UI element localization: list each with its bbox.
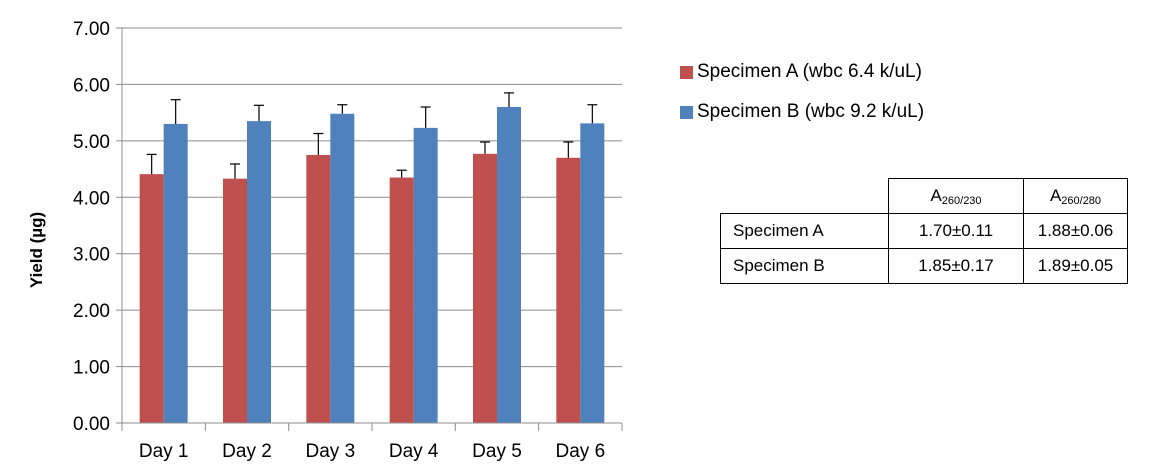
table-header-row: A260/230 A260/280 [720, 178, 1128, 214]
legend-label-a: Specimen A (wbc 6.4 k/uL) [697, 61, 922, 82]
legend-swatch-b [680, 105, 693, 119]
y-tick-label: 1.00 [73, 358, 110, 379]
bar-specimen-b [413, 127, 438, 423]
table-row: Specimen B 1.85±0.17 1.89±0.05 [720, 248, 1128, 284]
bar-specimen-b [580, 123, 605, 423]
cell-a260-280: 1.89±0.05 [1023, 248, 1128, 284]
y-tick-label: 2.00 [73, 301, 110, 322]
bar-specimen-a [556, 157, 581, 424]
y-tick-label: 3.00 [73, 245, 110, 266]
legend: Specimen A (wbc 6.4 k/uL) Specimen B (wb… [680, 52, 924, 132]
legend-label-b: Specimen B (wbc 9.2 k/uL) [697, 101, 925, 122]
bar-specimen-b [247, 121, 271, 423]
bar-specimen-a [389, 177, 414, 423]
bar-specimen-a [306, 154, 331, 423]
table-corner [720, 178, 889, 214]
bar-chart: 0.00 1.00 2.00 3.00 4.00 5.00 6.00 7.00 Day 1 Day… [27, 19, 623, 462]
header-a260-230: A260/230 [888, 178, 1024, 214]
table-row: Specimen A 1.70±0.11 1.88±0.06 [720, 213, 1128, 249]
x-tick-label: Day 1 [139, 441, 189, 462]
bar-specimen-a [473, 153, 497, 424]
cell-a260-230: 1.85±0.17 [888, 248, 1024, 284]
cell-a260-230: 1.70±0.11 [888, 213, 1024, 249]
axes [116, 27, 623, 431]
y-tick-label: 6.00 [73, 75, 110, 96]
header-a260-280: A260/280 [1023, 178, 1128, 214]
axis-labels: 0.00 1.00 2.00 3.00 4.00 5.00 6.00 7.00 Day 1 Day… [73, 19, 605, 462]
row-label: Specimen B [720, 248, 889, 284]
y-axis-label: Yield (µg) [27, 212, 46, 288]
y-tick-label: 5.00 [73, 132, 110, 153]
cell-a260-280: 1.88±0.06 [1023, 213, 1128, 249]
x-tick-label: Day 2 [222, 441, 272, 462]
y-tick-label: 7.00 [73, 19, 110, 40]
bar-specimen-a [139, 174, 164, 423]
x-tick-label: Day 4 [389, 441, 439, 462]
legend-item-specimen-a: Specimen A (wbc 6.4 k/uL) [680, 52, 924, 92]
bar-specimen-b [497, 107, 521, 423]
absorbance-table: A260/230 A260/280 Specimen A 1.70±0.11 1… [720, 178, 1128, 284]
legend-swatch-a [680, 65, 693, 79]
x-tick-label: Day 3 [306, 441, 356, 462]
gridlines [122, 27, 622, 368]
y-tick-label: 0.00 [73, 414, 110, 435]
legend-item-specimen-b: Specimen B (wbc 9.2 k/uL) [680, 92, 924, 132]
x-tick-label: Day 6 [556, 441, 606, 462]
row-label: Specimen A [720, 213, 889, 249]
x-tick-label: Day 5 [472, 441, 522, 462]
bar-specimen-b [163, 123, 188, 423]
bar-specimen-a [223, 178, 247, 423]
y-tick-label: 4.00 [73, 188, 110, 209]
bars [139, 92, 605, 424]
bar-specimen-b [330, 113, 355, 424]
